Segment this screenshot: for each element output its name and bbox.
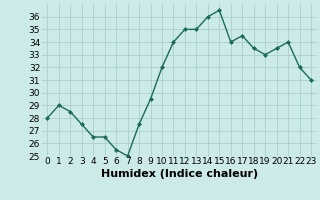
X-axis label: Humidex (Indice chaleur): Humidex (Indice chaleur)	[100, 169, 258, 179]
